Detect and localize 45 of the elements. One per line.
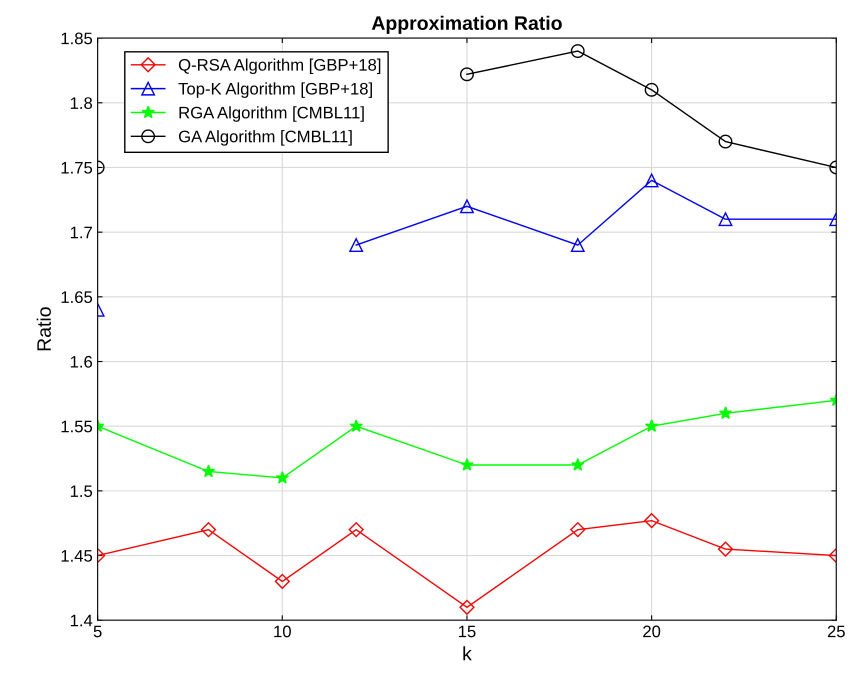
y-tick-label: 1.8 bbox=[70, 97, 92, 109]
x-tick-label: 25 bbox=[828, 626, 845, 638]
y-tick-label: 1.45 bbox=[62, 550, 92, 562]
y-tick-label: 1.85 bbox=[62, 32, 92, 44]
point bbox=[644, 173, 659, 188]
point bbox=[644, 419, 658, 432]
y-tick-label: 1.75 bbox=[62, 162, 92, 174]
point bbox=[460, 67, 474, 82]
x-tick-label: 20 bbox=[643, 626, 660, 638]
y-tick-label: 1.7 bbox=[70, 226, 92, 238]
point bbox=[459, 600, 475, 615]
point bbox=[200, 522, 216, 538]
point bbox=[348, 522, 364, 538]
y-axis-title: Ratio bbox=[36, 307, 51, 350]
x-tick-label: 5 bbox=[94, 626, 102, 638]
point bbox=[644, 513, 660, 528]
y-tick-label: 1.65 bbox=[62, 291, 92, 304]
point bbox=[571, 458, 584, 471]
point bbox=[570, 522, 586, 538]
point bbox=[570, 238, 585, 252]
legend-label: Q-RSA Algorithm [GBP+18] bbox=[178, 58, 380, 74]
point bbox=[276, 470, 289, 484]
point bbox=[718, 212, 732, 226]
x-axis-title: k bbox=[463, 646, 472, 660]
point bbox=[460, 458, 474, 471]
y-tick-label: 1.55 bbox=[62, 420, 92, 432]
y-tick-label: 1.4 bbox=[70, 614, 92, 626]
point bbox=[202, 464, 216, 478]
legend-label: RGA Algorithm [CMBL11] bbox=[179, 106, 364, 122]
point bbox=[350, 419, 363, 432]
y-tick-label: 1.5 bbox=[70, 485, 92, 498]
point bbox=[718, 406, 732, 420]
point bbox=[718, 542, 734, 557]
point bbox=[644, 82, 659, 97]
x-tick-label: 15 bbox=[458, 626, 476, 638]
legend-label: Top-K Algorithm [GBP+18] bbox=[178, 82, 372, 98]
point bbox=[570, 44, 585, 58]
point bbox=[718, 134, 732, 149]
legend-label: GA Algorithm [CMBL11] bbox=[178, 130, 352, 146]
x-tick-label: 10 bbox=[274, 626, 291, 638]
point bbox=[349, 238, 364, 252]
point bbox=[274, 574, 290, 589]
y-tick-label: 1.6 bbox=[70, 356, 92, 368]
point bbox=[460, 199, 474, 214]
chart-title: Approximation Ratio bbox=[372, 16, 562, 34]
